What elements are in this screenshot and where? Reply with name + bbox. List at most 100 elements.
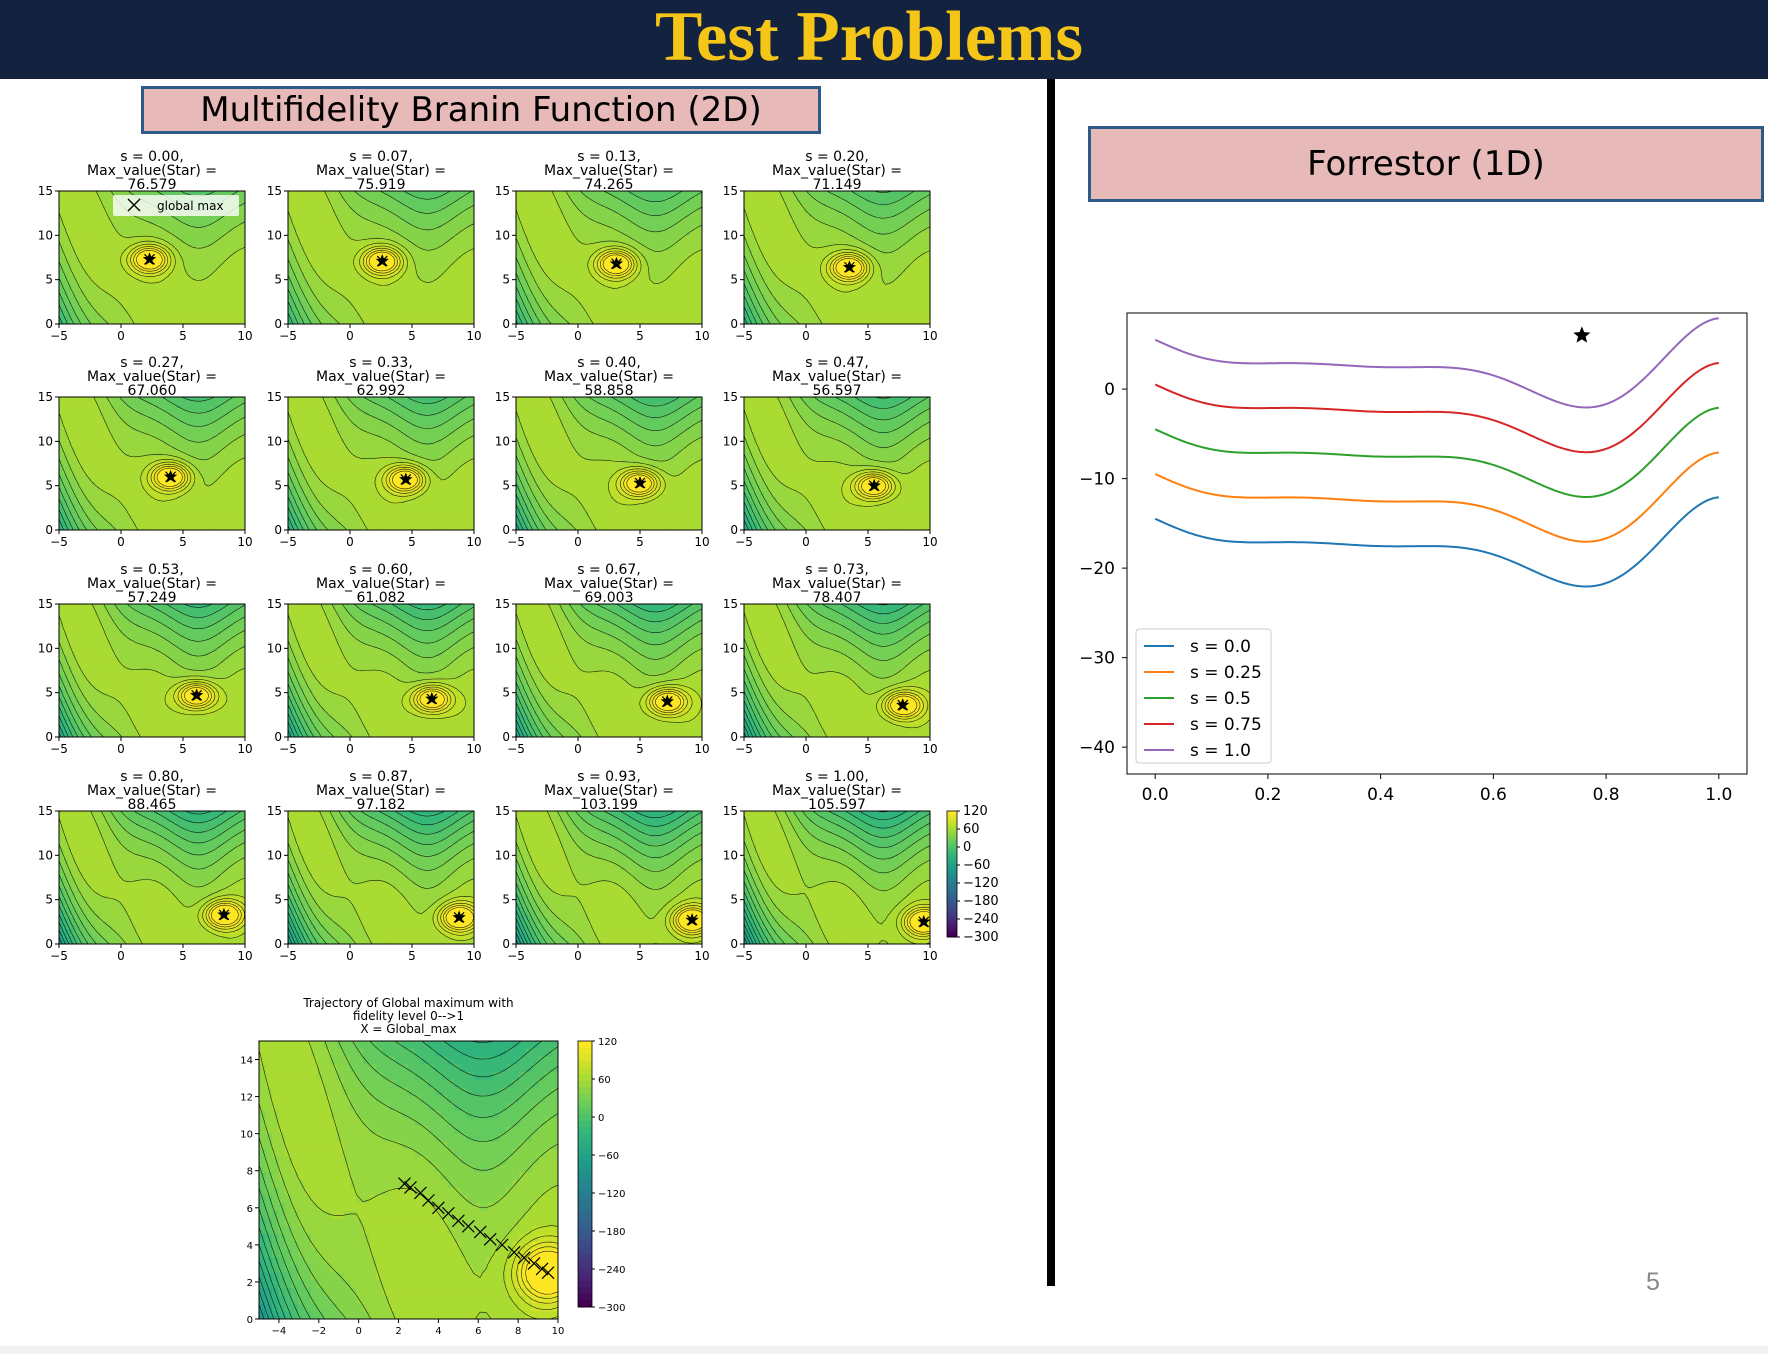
panel-title-line: s = 0.73, (805, 562, 869, 578)
y-tick-label: 0 (45, 937, 53, 951)
x-tick-label: 10 (552, 1326, 565, 1337)
global-max-x-marker (426, 693, 438, 705)
y-tick-label: 5 (730, 479, 738, 493)
y-tick-label: 15 (38, 597, 53, 611)
y-tick-label: 10 (495, 641, 510, 655)
global-max-x-marker (400, 474, 412, 485)
y-tick-label: 15 (38, 390, 53, 404)
panel-title-line: Max_value(Star) = (544, 163, 674, 179)
colorbar-frame (946, 810, 958, 938)
global-max-x-marker (376, 255, 388, 267)
y-tick-label: 10 (267, 848, 282, 862)
panel-title-line: s = 0.47, (805, 355, 869, 371)
colorbar-tick-label: −60 (963, 858, 990, 873)
contour-panel-14: s = 0.93,Max_value(Star) =103.199−5 0 5 100… (495, 769, 710, 963)
legend-label: s = 1.0 (1190, 741, 1251, 761)
x-tick-label: −5 (279, 742, 297, 756)
panel-title-line: 75.919 (357, 177, 406, 193)
panel-frame (58, 396, 246, 531)
x-tick-label: 0 (574, 742, 582, 756)
panel-title-line: Max_value(Star) = (316, 576, 446, 592)
panel-frame (743, 603, 931, 738)
header-bar (0, 0, 1768, 79)
panel-frame (515, 396, 703, 531)
y-tick-label: 15 (723, 390, 738, 404)
y-tick-label: −10 (1079, 470, 1115, 490)
panel-title-line: 78.407 (813, 590, 862, 606)
x-tick-label: −5 (279, 949, 297, 963)
x-tick-label: 6 (475, 1326, 481, 1337)
contour-panel-2: s = 0.13,Max_value(Star) =74.265−5 0 5 1005… (495, 149, 710, 343)
panel-frame (58, 190, 246, 325)
y-tick-label: 0 (274, 730, 282, 744)
y-tick-label: 15 (267, 597, 282, 611)
panel-title-line: Max_value(Star) = (772, 576, 902, 592)
colorbar-tick-label: −300 (598, 1303, 625, 1314)
contour-lines (288, 604, 474, 737)
x-tick-label: 10 (694, 329, 709, 343)
trajectory-x-marker (404, 1180, 417, 1194)
y-tick-label: 5 (502, 686, 510, 700)
x-tick-label: 5 (864, 329, 872, 343)
max-star-marker (1573, 326, 1591, 343)
panel-title-line: s = 0.87, (349, 769, 413, 785)
x-tick-label: 0 (574, 949, 582, 963)
x-tick-label: 10 (694, 949, 709, 963)
colorbar-tick-label: −120 (598, 1189, 625, 1200)
panel-title-line: s = 0.60, (349, 562, 413, 578)
panel-title-line: Max_value(Star) = (87, 369, 217, 385)
x-tick-label: 0 (117, 329, 125, 343)
branin-section-title: Multifidelity Branin Function (2D) (141, 86, 821, 134)
contour-panel-3: s = 0.20,Max_value(Star) =71.149−5 0 5 1005… (723, 149, 938, 343)
y-tick-label: 0 (274, 317, 282, 331)
y-tick-label: 6 (247, 1204, 253, 1215)
y-tick-label: −40 (1079, 738, 1115, 758)
contour-panel-8: s = 0.53,Max_value(Star) =57.249−5 0 5 1005… (38, 562, 253, 756)
x-tick-label: 5 (636, 329, 644, 343)
y-tick-label: 5 (274, 893, 282, 907)
y-tick-label: 10 (267, 641, 282, 655)
global-max-x-marker (634, 477, 646, 489)
x-tick-label: −5 (50, 535, 68, 549)
panel-frame (287, 603, 475, 738)
contour-panel-5: s = 0.33,Max_value(Star) =62.992−5 0 5 1005… (267, 355, 482, 549)
panel-title-line: s = 0.13, (577, 149, 641, 165)
contour-panel-0: s = 0.00,Max_value(Star) =76.579−5 0 5 1005… (38, 149, 253, 343)
panel-frame (515, 603, 703, 738)
contour-panel-7: s = 0.47,Max_value(Star) =56.597−5 0 5 1005… (723, 355, 938, 549)
panel-title-line: 103.199 (580, 797, 638, 813)
x-tick-label: −2 (311, 1326, 326, 1337)
colorbar-tick-label: −240 (963, 912, 999, 927)
y-tick-label: 0 (730, 730, 738, 744)
contour-panel-10: s = 0.67,Max_value(Star) =69.003−5 0 5 1005… (495, 562, 710, 756)
global-max-x-marker (191, 689, 203, 701)
panel-title-line: 57.249 (128, 590, 177, 606)
x-tick-label: 0 (346, 535, 354, 549)
colorbar-tick-label: 60 (598, 1075, 611, 1086)
y-tick-label: 15 (495, 597, 510, 611)
panel-title-line: 61.082 (357, 590, 406, 606)
y-tick-label: 15 (267, 390, 282, 404)
x-tick-label: 5 (636, 949, 644, 963)
panel-title-line: Max_value(Star) = (772, 369, 902, 385)
legend-label: s = 0.25 (1190, 663, 1262, 683)
panel-title-line: Max_value(Star) = (544, 369, 674, 385)
panel-title-line: 56.597 (813, 383, 862, 399)
panel-title-line: Max_value(Star) = (316, 369, 446, 385)
x-tick-label: −5 (735, 329, 753, 343)
series-line-2 (1154, 406, 1719, 498)
panel-frame (58, 603, 246, 738)
trajectory-x-marker (441, 1206, 455, 1220)
panel-title-line: s = 1.00, (805, 769, 869, 785)
global-max-x-marker (218, 909, 230, 921)
y-tick-label: 0 (502, 317, 510, 331)
x-tick-label: 0.0 (1142, 785, 1169, 805)
x-tick-label: 5 (636, 742, 644, 756)
page-number: 5 (1646, 1268, 1660, 1297)
x-tick-label: 5 (179, 949, 187, 963)
panel-frame (743, 810, 931, 945)
trajectory-plot: Trajectory of Global maximum withfidelit… (240, 996, 564, 1337)
x-tick-label: 0 (117, 535, 125, 549)
panel-title-line: 74.265 (585, 177, 634, 193)
